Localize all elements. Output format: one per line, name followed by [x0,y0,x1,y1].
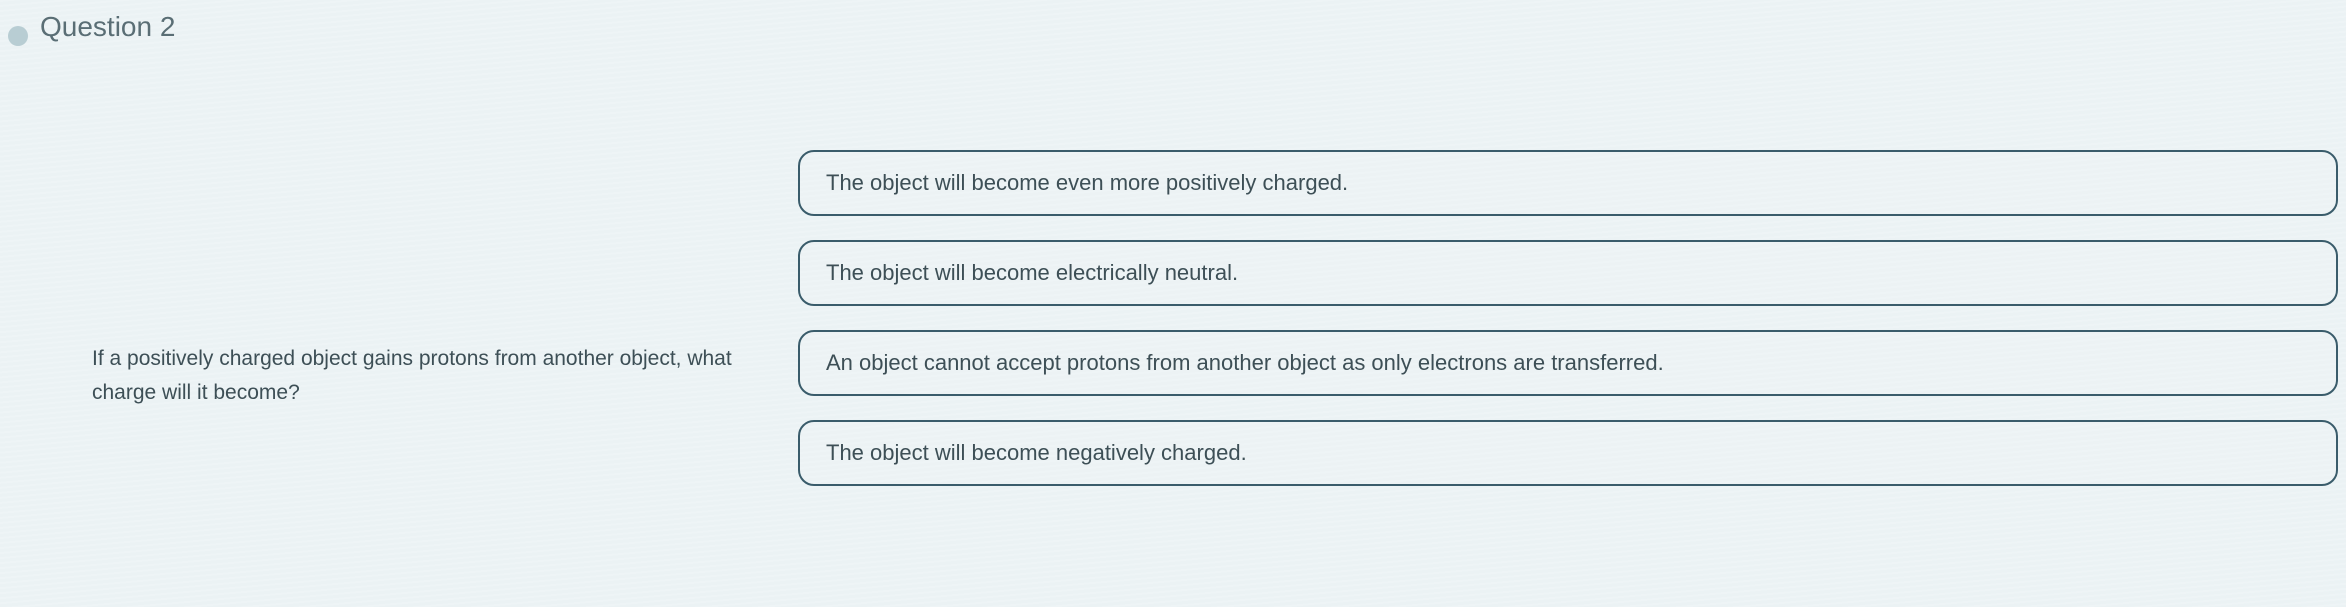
question-header: Question 2 [12,8,175,46]
answers-container: The object will become even more positiv… [798,150,2338,486]
status-dot-icon [8,26,28,46]
answer-option-label: The object will become negatively charge… [826,440,1247,466]
answer-option-label: An object cannot accept protons from ano… [826,350,1664,376]
answer-option-0[interactable]: The object will become even more positiv… [798,150,2338,216]
answer-option-1[interactable]: The object will become electrically neut… [798,240,2338,306]
answer-option-label: The object will become electrically neut… [826,260,1238,286]
question-prompt: If a positively charged object gains pro… [92,342,732,409]
answer-option-3[interactable]: The object will become negatively charge… [798,420,2338,486]
answer-option-2[interactable]: An object cannot accept protons from ano… [798,330,2338,396]
question-number-label: Question 2 [40,11,175,43]
answer-option-label: The object will become even more positiv… [826,170,1348,196]
